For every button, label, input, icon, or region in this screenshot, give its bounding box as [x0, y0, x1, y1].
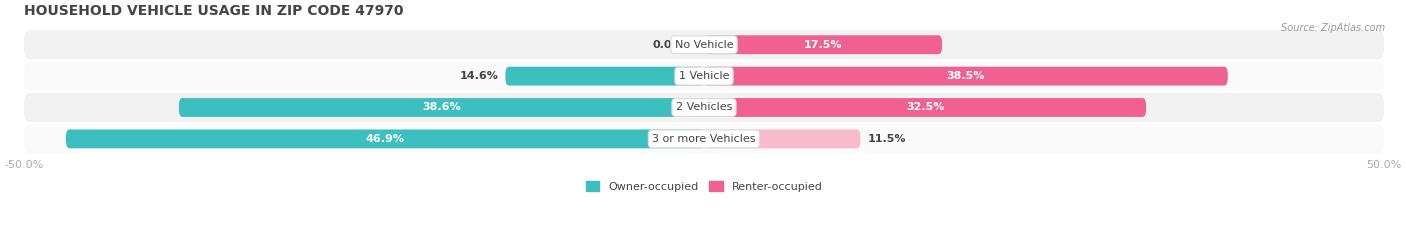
Text: 2 Vehicles: 2 Vehicles	[676, 103, 733, 113]
FancyBboxPatch shape	[24, 93, 1385, 122]
Text: 14.6%: 14.6%	[460, 71, 499, 81]
FancyBboxPatch shape	[179, 98, 704, 117]
FancyBboxPatch shape	[704, 130, 860, 148]
Text: 17.5%: 17.5%	[804, 40, 842, 50]
Text: 38.6%: 38.6%	[422, 103, 461, 113]
Text: No Vehicle: No Vehicle	[675, 40, 734, 50]
FancyBboxPatch shape	[704, 67, 1227, 86]
Text: Source: ZipAtlas.com: Source: ZipAtlas.com	[1281, 23, 1385, 33]
FancyBboxPatch shape	[24, 62, 1385, 91]
Legend: Owner-occupied, Renter-occupied: Owner-occupied, Renter-occupied	[581, 177, 827, 197]
FancyBboxPatch shape	[24, 124, 1385, 154]
FancyBboxPatch shape	[505, 67, 704, 86]
Text: 1 Vehicle: 1 Vehicle	[679, 71, 730, 81]
FancyBboxPatch shape	[704, 98, 1146, 117]
Text: 0.0%: 0.0%	[652, 40, 683, 50]
FancyBboxPatch shape	[66, 130, 704, 148]
Text: 38.5%: 38.5%	[946, 71, 986, 81]
Text: 11.5%: 11.5%	[868, 134, 905, 144]
Text: HOUSEHOLD VEHICLE USAGE IN ZIP CODE 47970: HOUSEHOLD VEHICLE USAGE IN ZIP CODE 4797…	[24, 4, 404, 18]
FancyBboxPatch shape	[704, 35, 942, 54]
Text: 32.5%: 32.5%	[905, 103, 945, 113]
Text: 46.9%: 46.9%	[366, 134, 405, 144]
FancyBboxPatch shape	[24, 30, 1385, 59]
Text: 3 or more Vehicles: 3 or more Vehicles	[652, 134, 756, 144]
